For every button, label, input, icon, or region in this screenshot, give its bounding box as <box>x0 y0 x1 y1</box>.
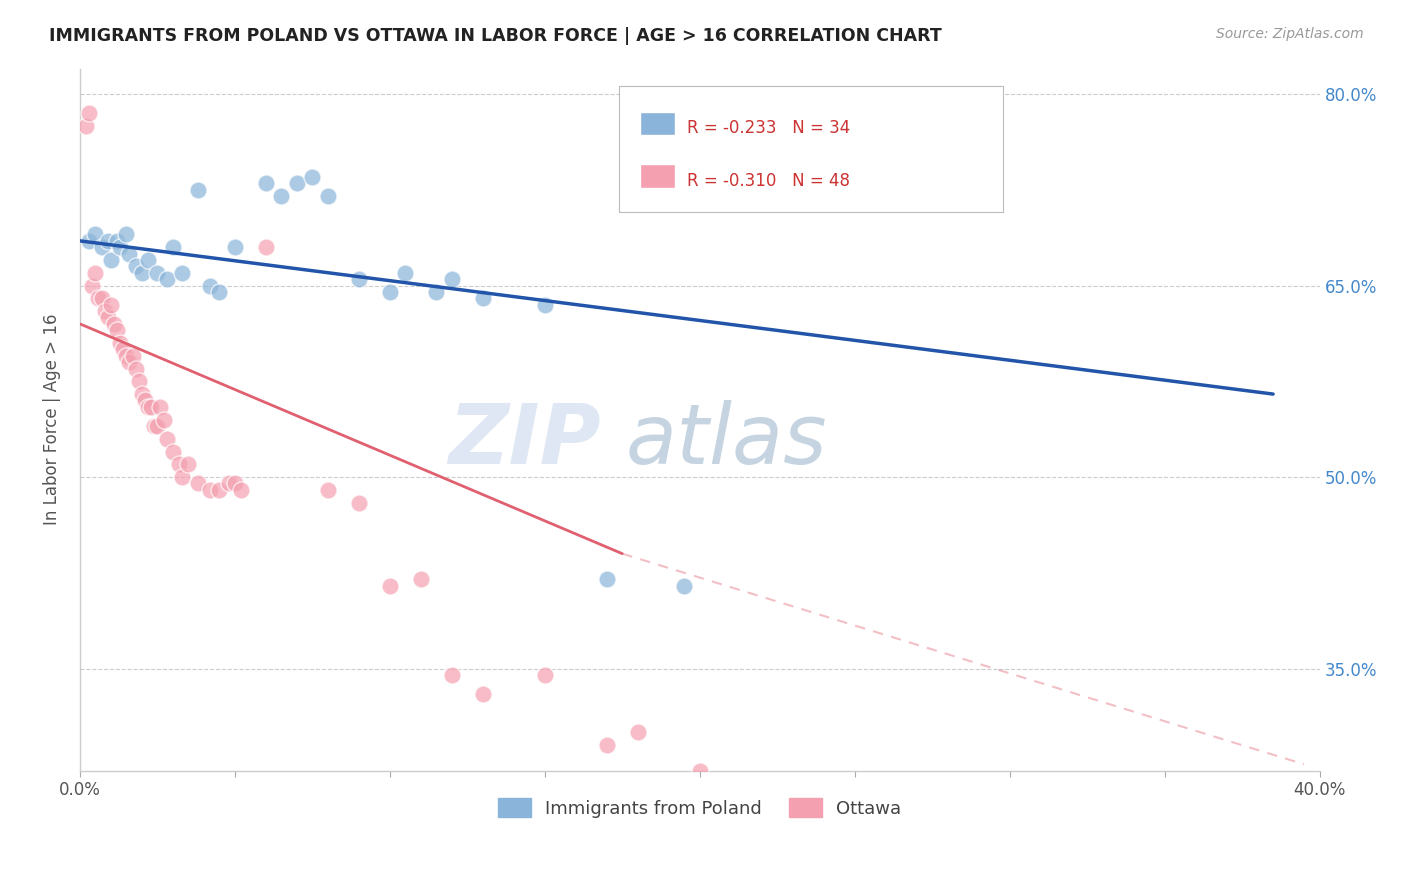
Point <box>177 458 200 472</box>
Point <box>124 260 146 274</box>
Point <box>689 764 711 778</box>
Point <box>100 298 122 312</box>
Point <box>301 169 323 184</box>
FancyBboxPatch shape <box>619 86 1004 212</box>
Point <box>112 343 135 357</box>
Point <box>316 483 339 497</box>
Point <box>673 578 696 592</box>
Point <box>136 253 159 268</box>
Point <box>208 483 231 497</box>
Point <box>471 687 494 701</box>
Text: Source: ZipAtlas.com: Source: ZipAtlas.com <box>1216 27 1364 41</box>
Point <box>146 266 169 280</box>
Point <box>82 278 104 293</box>
Point <box>218 476 240 491</box>
Point <box>596 738 619 752</box>
Point <box>75 119 97 133</box>
Point <box>425 285 447 299</box>
Point <box>124 361 146 376</box>
Point <box>77 106 100 120</box>
Point <box>105 234 128 248</box>
Point <box>224 240 246 254</box>
Point <box>198 483 221 497</box>
Point <box>394 266 416 280</box>
Point <box>316 189 339 203</box>
Point <box>141 400 163 414</box>
Point <box>131 387 153 401</box>
Text: R = -0.233   N = 34: R = -0.233 N = 34 <box>688 120 851 137</box>
Point <box>596 572 619 586</box>
Y-axis label: In Labor Force | Age > 16: In Labor Force | Age > 16 <box>44 314 60 525</box>
Point <box>270 189 292 203</box>
Point <box>136 400 159 414</box>
Point <box>134 393 156 408</box>
Point <box>440 272 463 286</box>
Point <box>87 291 110 305</box>
Point <box>378 578 401 592</box>
Point <box>156 432 179 446</box>
Point <box>90 291 112 305</box>
Point <box>440 668 463 682</box>
Point <box>118 246 141 260</box>
Point <box>172 266 194 280</box>
Point <box>108 240 131 254</box>
Point <box>627 725 650 739</box>
Point <box>198 278 221 293</box>
Point <box>224 476 246 491</box>
Point <box>108 336 131 351</box>
Point <box>229 483 252 497</box>
Point <box>90 240 112 254</box>
Point <box>172 470 194 484</box>
Point <box>115 227 138 242</box>
Point <box>254 240 277 254</box>
Point <box>100 253 122 268</box>
Point <box>533 668 555 682</box>
Point <box>152 412 174 426</box>
Point <box>254 177 277 191</box>
Point <box>146 419 169 434</box>
Point <box>156 272 179 286</box>
Point <box>84 227 107 242</box>
Point <box>131 266 153 280</box>
Legend: Immigrants from Poland, Ottawa: Immigrants from Poland, Ottawa <box>491 791 908 825</box>
Point <box>149 400 172 414</box>
Point <box>471 291 494 305</box>
Text: atlas: atlas <box>626 401 827 481</box>
Point <box>121 349 143 363</box>
Point <box>97 234 120 248</box>
Bar <box>640 164 675 188</box>
Point <box>93 304 115 318</box>
Point <box>208 285 231 299</box>
Bar <box>640 112 675 136</box>
Text: R = -0.310   N = 48: R = -0.310 N = 48 <box>688 172 851 190</box>
Point <box>84 266 107 280</box>
Point <box>105 323 128 337</box>
Point <box>533 298 555 312</box>
Point <box>167 458 190 472</box>
Point <box>347 495 370 509</box>
Text: ZIP: ZIP <box>449 401 600 481</box>
Point <box>162 444 184 458</box>
Text: IMMIGRANTS FROM POLAND VS OTTAWA IN LABOR FORCE | AGE > 16 CORRELATION CHART: IMMIGRANTS FROM POLAND VS OTTAWA IN LABO… <box>49 27 942 45</box>
Point <box>409 572 432 586</box>
Point <box>285 177 308 191</box>
Point <box>187 183 209 197</box>
Point <box>77 234 100 248</box>
Point <box>162 240 184 254</box>
Point <box>347 272 370 286</box>
Point <box>115 349 138 363</box>
Point <box>128 374 150 388</box>
Point <box>103 317 125 331</box>
Point <box>118 355 141 369</box>
Point <box>378 285 401 299</box>
Point <box>187 476 209 491</box>
Point <box>143 419 166 434</box>
Point <box>97 310 120 325</box>
